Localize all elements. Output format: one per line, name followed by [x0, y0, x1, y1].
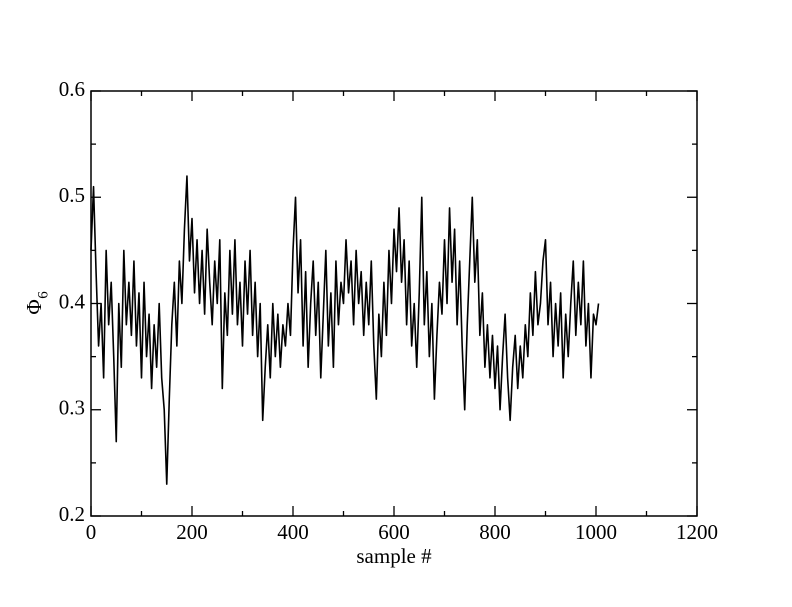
x-tick-label: 0: [86, 520, 97, 544]
y-tick-label: 0.6: [59, 77, 85, 101]
x-tick-label: 1200: [676, 520, 718, 544]
x-tick-label: 600: [378, 520, 410, 544]
x-axis-label: sample #: [356, 544, 432, 568]
y-axis-label-subscript: 6: [35, 291, 51, 299]
x-tick-label: 200: [176, 520, 208, 544]
x-tick-label: 400: [277, 520, 309, 544]
x-tick-label: 1000: [575, 520, 617, 544]
y-tick-label: 0.4: [59, 289, 86, 313]
x-tick-label: 800: [479, 520, 511, 544]
y-tick-label: 0.3: [59, 396, 85, 420]
y-axis-label-group: Φ 6: [22, 291, 52, 315]
y-axis-label: Φ: [22, 299, 46, 314]
y-tick-label: 0.2: [59, 502, 85, 526]
data-line: [90, 175, 600, 485]
y-tick-label: 0.5: [59, 183, 85, 207]
